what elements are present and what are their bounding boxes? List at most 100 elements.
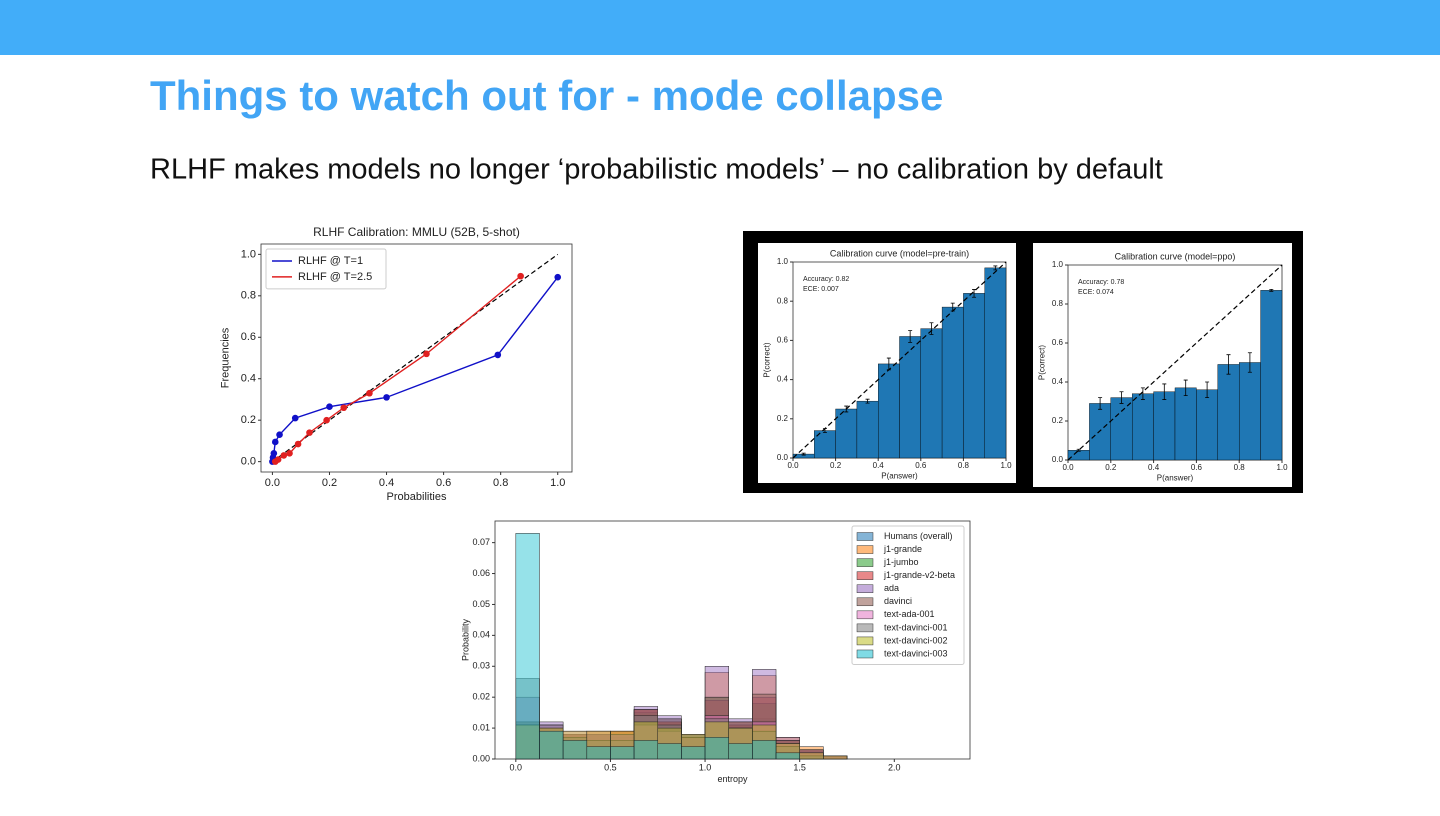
legend-swatch <box>856 649 874 659</box>
bar <box>963 293 985 459</box>
error-bar <box>1098 397 1103 410</box>
bar <box>1110 397 1133 461</box>
bar <box>562 740 588 760</box>
point <box>366 389 373 397</box>
point <box>294 440 302 448</box>
y-tick-label: 0.8 <box>241 290 256 302</box>
x-tick-label: 2.0 <box>888 762 901 772</box>
error-bar <box>1205 381 1210 398</box>
point <box>340 404 348 412</box>
x-tick-label: 0.2 <box>322 477 337 489</box>
y-tick-label: 1.0 <box>1052 260 1064 269</box>
bar <box>681 746 706 760</box>
point <box>554 273 562 281</box>
point <box>280 452 288 459</box>
x-axis-label: P(answer) <box>1157 474 1194 483</box>
y-axis-label: Probability <box>461 618 471 661</box>
legend-label: RLHF @ T=1 <box>298 255 363 267</box>
point <box>274 456 282 463</box>
bar <box>1238 362 1261 461</box>
chart-title: Calibration curve (model=pre-train) <box>830 248 969 258</box>
bar <box>856 400 879 459</box>
y-tick-label: 0.05 <box>472 599 490 609</box>
bar <box>1067 450 1090 461</box>
legend-label: Humans (overall) <box>884 531 953 541</box>
legend-swatch <box>856 623 874 633</box>
bar <box>586 746 611 760</box>
y-tick-label: 0.4 <box>241 373 256 385</box>
y-tick-label: 0.8 <box>1052 299 1064 308</box>
bar <box>775 752 800 760</box>
y-tick-label: 0.2 <box>1052 416 1064 425</box>
legend-label: davinci <box>884 596 912 606</box>
legend-swatch <box>856 545 874 554</box>
bar <box>799 752 824 760</box>
bar <box>1217 364 1240 461</box>
x-tick-label: 0.0 <box>510 762 523 772</box>
legend-label: text-davinci-002 <box>884 635 948 645</box>
annotation: ECE: 0.007 <box>803 286 839 293</box>
bar <box>633 740 658 760</box>
reference-line <box>1067 264 1283 461</box>
y-tick-label: 0.03 <box>472 661 490 671</box>
point <box>271 438 279 446</box>
x-axis-label: P(answer) <box>881 472 918 481</box>
point <box>383 394 390 401</box>
y-tick-label: 0.2 <box>241 414 256 426</box>
legend-label: j1-grande-v2-beta <box>883 570 955 580</box>
x-tick-label: 0.8 <box>493 477 508 489</box>
x-tick-label: 0.2 <box>1105 463 1117 472</box>
error-bar <box>1183 379 1188 397</box>
legend-label: ada <box>884 583 899 593</box>
bar <box>835 408 858 459</box>
x-tick-label: 0.8 <box>958 461 970 470</box>
x-tick-label: 1.5 <box>793 762 806 772</box>
x-tick-label: 0.0 <box>787 461 799 470</box>
y-tick-label: 0.6 <box>777 336 789 345</box>
point <box>326 403 333 411</box>
x-tick-label: 1.0 <box>1000 461 1012 470</box>
annotation: Accuracy: 0.82 <box>803 276 849 283</box>
point <box>276 431 283 438</box>
y-tick-label: 0.8 <box>777 296 789 305</box>
bar <box>1260 290 1283 461</box>
legend-swatch <box>856 571 874 580</box>
x-tick-label: 1.0 <box>550 477 565 489</box>
error-bar <box>1247 352 1252 373</box>
y-tick-label: 0.01 <box>472 722 490 732</box>
error-bar <box>1269 288 1274 292</box>
bar <box>823 755 848 760</box>
x-tick-label: 1.0 <box>699 762 712 772</box>
x-tick-label: 0.8 <box>1234 463 1246 472</box>
bar <box>515 533 540 760</box>
slide-subtitle: RLHF makes models no longer ‘probabilist… <box>150 154 1163 186</box>
point <box>286 450 293 457</box>
bar <box>1153 391 1176 461</box>
bar <box>610 746 635 760</box>
x-axis-label: entropy <box>717 774 748 784</box>
legend-label: text-davinci-001 <box>884 622 948 632</box>
x-tick-label: 0.4 <box>1148 463 1160 472</box>
x-tick-label: 0.6 <box>436 477 451 489</box>
bar <box>704 737 729 760</box>
bar <box>1196 389 1219 461</box>
y-tick-label: 0.0 <box>777 453 789 462</box>
y-tick-label: 0.4 <box>777 375 789 384</box>
legend-box <box>851 525 965 665</box>
error-bar <box>801 452 806 456</box>
error-bar <box>1162 383 1167 400</box>
y-tick-label: 0.4 <box>1052 377 1064 386</box>
bar <box>878 363 900 459</box>
bar <box>1131 393 1154 461</box>
legend-label: text-davinci-003 <box>884 648 948 658</box>
y-tick-label: 0.04 <box>472 630 490 640</box>
chart-title: Calibration curve (model=ppo) <box>1115 251 1236 261</box>
y-tick-label: 0.06 <box>472 568 490 578</box>
y-tick-label: 1.0 <box>241 248 256 260</box>
legend-swatch <box>856 532 874 541</box>
y-tick-label: 0.2 <box>777 414 789 423</box>
y-tick-label: 0.0 <box>241 456 256 468</box>
reference-line <box>272 253 559 463</box>
legend-swatch <box>856 610 874 620</box>
